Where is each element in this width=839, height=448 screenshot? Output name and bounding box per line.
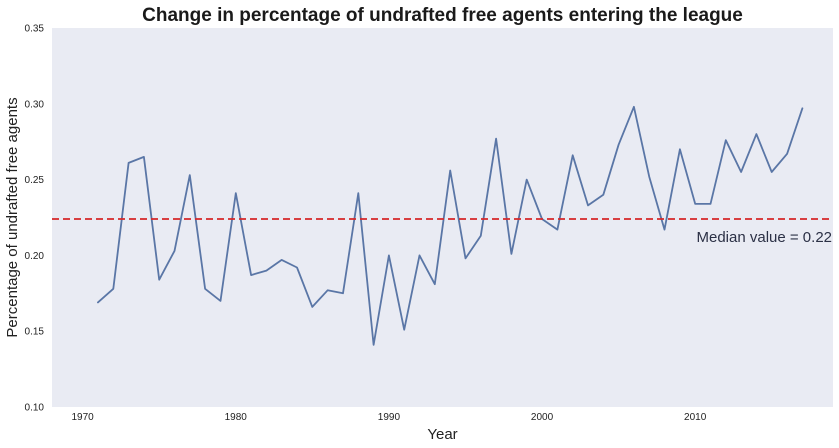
y-tick-label: 0.20	[25, 251, 45, 262]
x-tick-labels: 1970 1980 1990 2000 2010	[72, 412, 707, 423]
series-lines	[97, 105, 804, 346]
chart-title: Change in percentage of undrafted free a…	[142, 5, 743, 26]
median-label: Median value = 0.22	[696, 229, 832, 246]
y-tick-label: 0.30	[25, 99, 45, 110]
series-line	[97, 105, 804, 346]
y-tick-labels: 0.10 0.15 0.20 0.25 0.30 0.35	[25, 24, 45, 414]
x-tick-label: 2010	[684, 412, 707, 423]
x-axis-label: Year	[427, 426, 457, 443]
y-axis-label: Percentage of undrafted free agents	[4, 97, 21, 337]
x-tick-label: 1990	[378, 412, 401, 423]
x-tick-label: 1980	[225, 412, 248, 423]
plot-area	[52, 28, 833, 407]
y-tick-label: 0.10	[25, 403, 45, 414]
y-tick-label: 0.25	[25, 175, 45, 186]
x-tick-label: 2000	[531, 412, 554, 423]
y-tick-label: 0.15	[25, 327, 45, 338]
x-tick-label: 1970	[72, 412, 95, 423]
y-tick-label: 0.35	[25, 24, 45, 35]
